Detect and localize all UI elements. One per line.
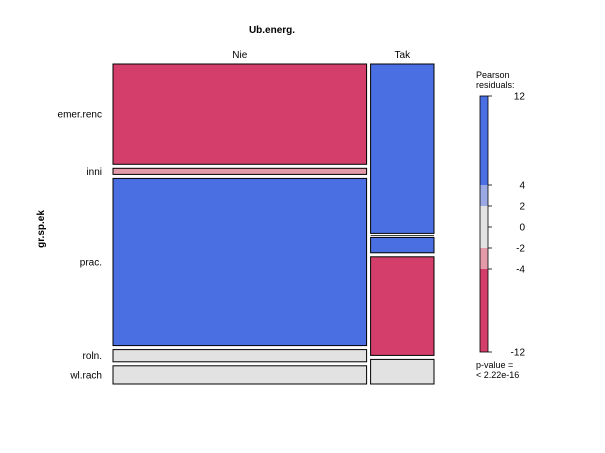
- row-label-prac: prac.: [80, 258, 102, 269]
- legend-tick-label: 12: [514, 92, 526, 103]
- legend-color-bar: [479, 95, 489, 353]
- row-label-inni: inni: [86, 167, 102, 178]
- legend-segment-2-0: [480, 206, 488, 227]
- tile-roln-nie: [112, 349, 368, 363]
- tile-emer-renc-nie: [112, 63, 368, 165]
- legend-bar-outline: [479, 95, 489, 353]
- legend-tick-label: 2: [519, 202, 525, 213]
- legend-tick-label: 0: [519, 223, 525, 234]
- legend-segment-4-2: [480, 185, 488, 206]
- tile-wl-rach-tak: [370, 358, 435, 385]
- row-labels: emer.renc inni prac. roln. wl.rach: [58, 110, 102, 382]
- tile-prac-tak: [370, 236, 435, 254]
- legend-segment-0-2: [480, 227, 488, 248]
- column-label-tak: Tak: [395, 50, 412, 61]
- legend-segment-12-4: [480, 96, 488, 185]
- column-labels: Nie Tak: [232, 50, 411, 61]
- legend: Pearson residuals: 12 4 2 0 -2 -4 -12 p-value …: [476, 70, 525, 380]
- tile-wl-rach-nie: [112, 365, 368, 385]
- row-label-emer-renc: emer.renc: [58, 110, 102, 121]
- y-axis-label: gr.sp.ek: [36, 210, 47, 248]
- row-label-wl-rach: wl.rach: [69, 370, 102, 381]
- tile-roln-tak: [370, 256, 435, 356]
- p-value-line1: p-value =: [476, 360, 513, 370]
- mosaic-tiles: [112, 63, 435, 385]
- tile-emer-renc-tak: [370, 63, 435, 234]
- column-label-nie: Nie: [232, 50, 247, 61]
- legend-tick-label: -2: [516, 244, 525, 255]
- legend-segment-2-4: [480, 248, 488, 269]
- legend-title-line2: residuals:: [476, 80, 515, 90]
- legend-title-line1: Pearson: [476, 70, 510, 80]
- chart-title: Ub.energ.: [249, 25, 295, 36]
- row-label-roln: roln.: [83, 351, 102, 362]
- p-value-line2: < 2.22e-16: [476, 370, 519, 380]
- tile-prac-nie: [112, 177, 368, 347]
- tile-inni-nie: [112, 167, 368, 175]
- legend-segment-4-12: [480, 269, 488, 352]
- legend-ticks: 12 4 2 0 -2 -4 -12: [488, 92, 525, 359]
- legend-tick-label: -12: [511, 348, 526, 359]
- legend-tick-label: 4: [519, 181, 525, 192]
- legend-tick-label: -4: [516, 265, 525, 276]
